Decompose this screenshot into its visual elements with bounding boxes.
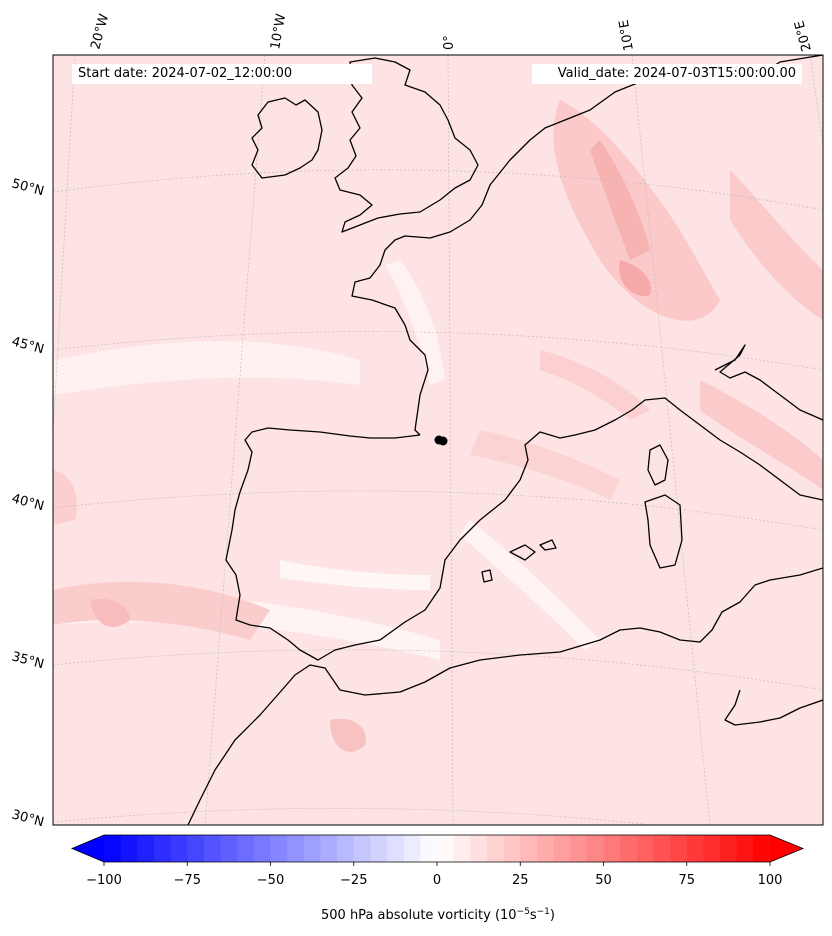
colorbar-cell [753, 835, 771, 862]
colorbar-tick-label: 100 [758, 873, 783, 888]
corsica-coast [647, 444, 669, 486]
colorbar-cell [503, 835, 521, 862]
balearic-coast [481, 539, 557, 583]
colorbar-cell [104, 835, 122, 862]
vorticity-patches [53, 100, 823, 752]
colorbar-max-extension [770, 835, 803, 862]
colorbar-cell [536, 835, 555, 862]
colorbar-cell [486, 835, 505, 862]
colorbar-cell [586, 835, 604, 862]
map-frame [52, 54, 824, 826]
colorbar-cell [187, 835, 205, 862]
colorbar-cell [653, 835, 671, 862]
colorbar-tick-label: 0 [433, 873, 441, 888]
colorbar-tick-label: −100 [86, 873, 122, 888]
colorbar-cell [553, 835, 571, 862]
colorbar-min-extension [72, 835, 104, 862]
colorbar-cell [453, 835, 471, 862]
black-dot-marker [434, 435, 448, 446]
colorbar-tick-label: 50 [595, 873, 612, 888]
colorbar-cell [387, 835, 405, 862]
start-date-box: Start date: 2024-07-02_12:00:00 [72, 64, 372, 84]
colorbar-cell [636, 835, 654, 862]
colorbar-cell [337, 835, 355, 862]
lon-label-0: 0° [442, 35, 457, 50]
colorbar-cell [686, 835, 704, 862]
colorbar-cell [203, 835, 222, 862]
colorbar-cell [320, 835, 338, 862]
colorbar-tick-label: −75 [174, 873, 201, 888]
colorbar-cell [287, 835, 305, 862]
colorbar-label: 500 hPa absolute vorticity (10−5s−1) [321, 907, 555, 923]
longitude-labels: 20°W 10°W 0° 10°E 20°E [88, 12, 814, 53]
colorbar-cell [620, 835, 638, 862]
colorbar-cell [670, 835, 688, 862]
lat-label-50n: 50°N [10, 176, 46, 199]
colorbar-tick-label: 25 [512, 873, 529, 888]
lon-label-10w: 10°W [268, 13, 289, 51]
lon-label-10e: 10°E [617, 19, 637, 52]
latitude-labels: 50°N 45°N 40°N 35°N 30°N [10, 176, 46, 830]
colorbar-cell [720, 835, 738, 862]
iberia-coast [225, 397, 823, 661]
colorbar-cell [120, 835, 138, 862]
lat-label-45n: 45°N [10, 334, 46, 357]
lat-label-35n: 35°N [10, 649, 46, 672]
colorbar-cell [370, 835, 388, 862]
lat-label-40n: 40°N [10, 491, 46, 514]
colorbar-cell [353, 835, 371, 862]
start-date-text: Start date: 2024-07-02_12:00:00 [78, 66, 293, 81]
colorbar-cell [736, 835, 754, 862]
lon-label-20e: 20°E [792, 19, 815, 53]
valid-date-box: Valid_date: 2024-07-03T15:00:00.00 [532, 64, 802, 84]
lat-label-30n: 30°N [10, 807, 46, 830]
sicily-coast [769, 567, 823, 581]
colorbar-cell [237, 835, 255, 862]
colorbar-cell [137, 835, 155, 862]
lon-label-20w: 20°W [88, 12, 112, 51]
colorbar-tick-label: 75 [678, 873, 695, 888]
colorbar-cell [303, 835, 321, 862]
colorbar: −100 −75 −50 −25 0 25 50 75 100 [70, 834, 805, 888]
colorbar-cell [270, 835, 288, 862]
britain-coast [334, 57, 479, 233]
sardinia-coast [644, 494, 683, 569]
colorbar-cell [603, 835, 621, 862]
north-africa-coast [187, 579, 823, 825]
colorbar-cell [153, 835, 172, 862]
colorbar-cell [220, 835, 238, 862]
colorbar-cell [520, 835, 538, 862]
colorbar-cells [104, 835, 771, 862]
colorbar-cell [437, 835, 455, 862]
colorbar-cell [170, 835, 188, 862]
ireland-coast [251, 97, 323, 179]
colorbar-cell [403, 835, 421, 862]
colorbar-tick-label: −50 [257, 873, 284, 888]
italy-coast [714, 344, 823, 421]
colorbar-cell [470, 835, 488, 862]
colorbar-cell [253, 835, 271, 862]
colorbar-cell [420, 835, 438, 862]
colorbar-tick-label: −25 [340, 873, 367, 888]
colorbar-ticks: −100 −75 −50 −25 0 25 50 75 100 [86, 862, 782, 888]
colorbar-cell [703, 835, 721, 862]
valid-date-text: Valid_date: 2024-07-03T15:00:00.00 [557, 66, 796, 81]
graticule [53, 55, 823, 825]
colorbar-cell [570, 835, 588, 862]
